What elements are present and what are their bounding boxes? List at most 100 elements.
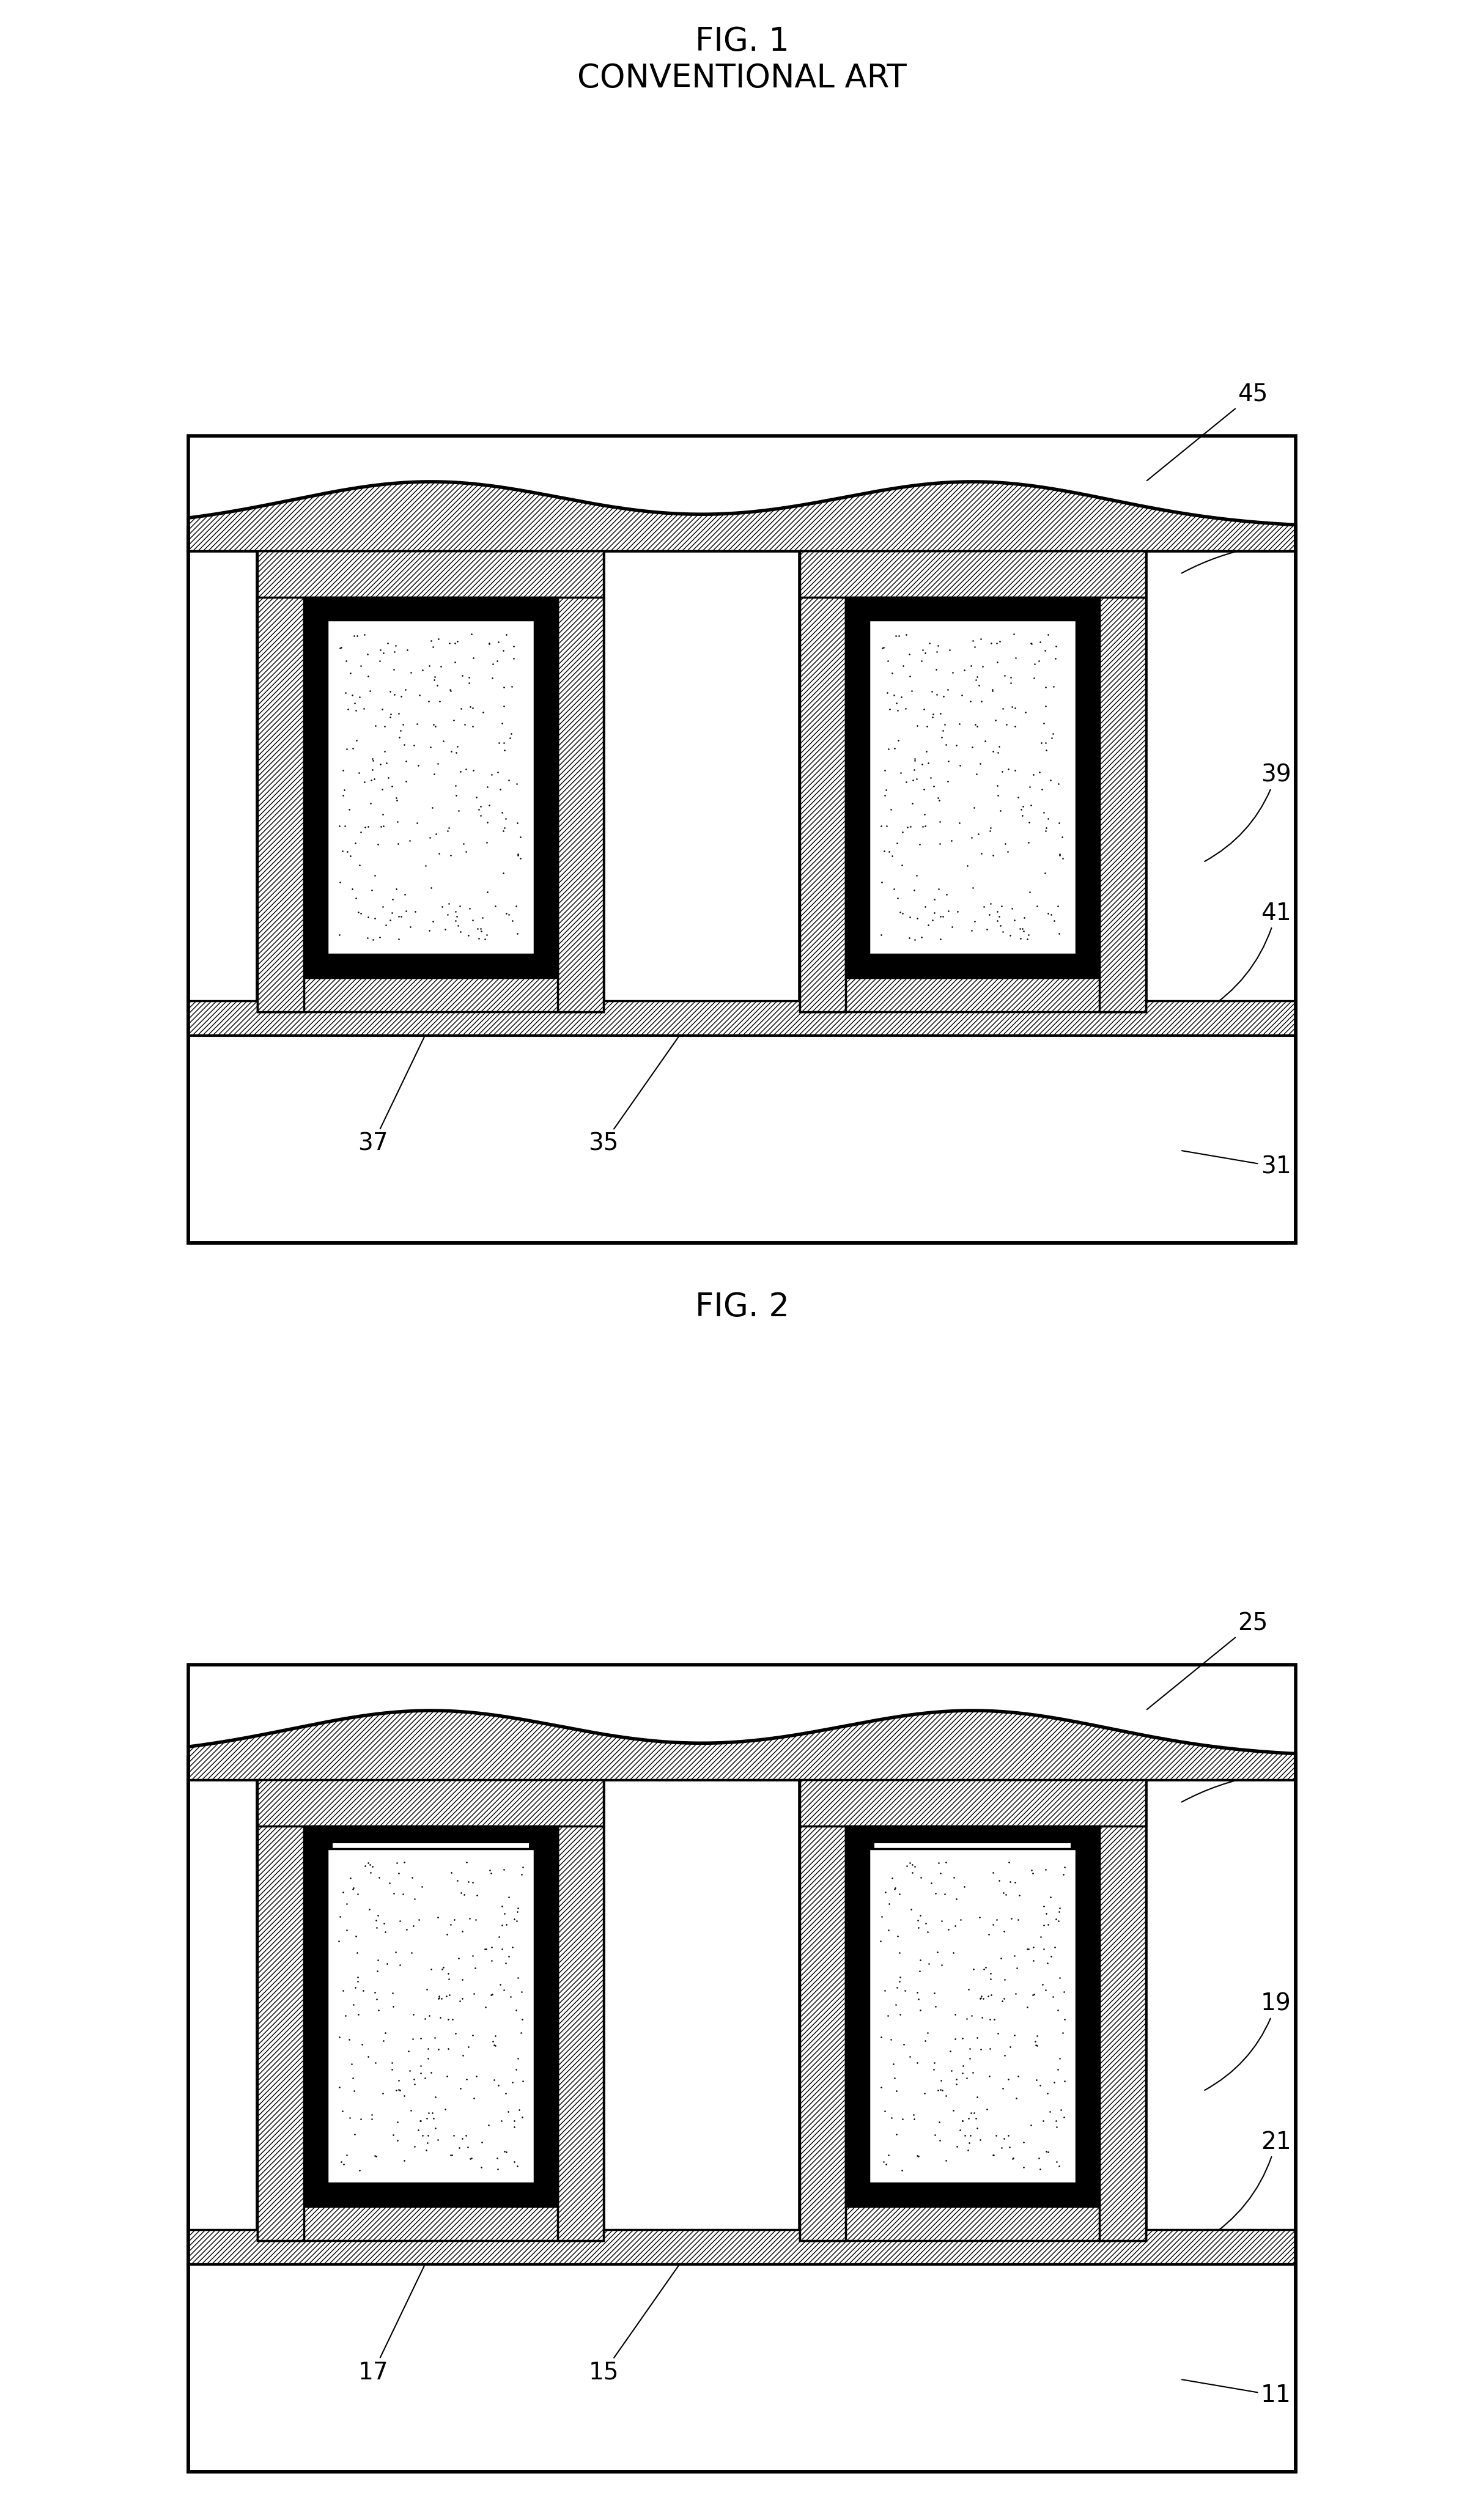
Point [991,1978,1015,2019]
Point [981,731,1005,771]
Point [898,897,922,937]
Point [387,718,411,759]
Point [435,2056,459,2097]
Bar [846,1827,1100,2208]
Point [509,839,533,879]
Point [993,2119,1017,2160]
Point [399,2089,423,2129]
Point [436,895,460,935]
Point [873,1971,896,2011]
Point [974,721,997,761]
Point [371,887,395,927]
Point [462,1973,485,2013]
Point [408,2019,432,2059]
Point [1034,1971,1058,2011]
Point [905,706,929,746]
Point [935,874,959,915]
Point [1017,822,1040,862]
Point [456,915,479,955]
Point [890,892,914,932]
Point [1040,718,1064,759]
Point [1052,1971,1076,2011]
Point [1018,801,1042,842]
Point [493,1893,516,1933]
Point [907,1908,930,1948]
Point [479,1976,503,2016]
Point [444,622,467,663]
Point [941,1933,965,1973]
Point [908,1991,932,2031]
Point [368,917,392,958]
Point [982,1998,1006,2039]
Point [450,1872,473,1913]
Point [386,2119,410,2160]
Point [331,1872,355,1913]
Point [427,1976,451,2016]
Point [1011,796,1034,837]
Point [435,1915,459,1956]
Point [884,2071,908,2112]
Point [470,897,494,937]
Point [368,1857,392,1898]
Point [901,761,925,801]
Point [487,622,510,663]
Point [420,2092,444,2132]
Point [887,1933,911,1973]
Text: 11: 11 [1181,2379,1291,2407]
Point [1028,2066,1052,2107]
Point [389,675,413,716]
Point [346,1958,370,1998]
Point [887,1958,911,1998]
Point [1003,751,1027,791]
Point [335,688,359,728]
Point [436,1998,460,2039]
Point [378,693,402,733]
Point [877,2134,901,2175]
Point [343,2114,367,2155]
Point [883,1867,907,1908]
Point [926,779,950,819]
Point [914,1903,938,1943]
Point [1024,2059,1048,2099]
Bar [846,597,1100,978]
Point [430,1948,454,1988]
Point [506,2039,530,2079]
Point [1048,804,1071,844]
Point [925,633,948,673]
Point [976,1915,1000,1956]
Point [334,673,358,713]
Point [944,2059,968,2099]
Point [510,1971,534,2011]
Point [876,1996,899,2036]
Point [448,912,472,953]
Point [887,615,911,655]
Point [506,834,530,874]
Point [347,844,371,885]
Point [930,711,954,751]
Point [957,2039,981,2079]
Point [997,1842,1021,1882]
Point [439,1852,463,1893]
Point [332,769,356,809]
Point [1011,786,1034,827]
Point [1045,2142,1068,2182]
Point [337,2019,361,2059]
Point [457,663,481,703]
Point [965,2019,988,2059]
Point [993,1910,1017,1950]
Point [362,759,386,799]
Point [971,1998,994,2039]
Point [476,872,500,912]
Point [965,706,988,746]
Point [395,1910,418,1950]
Point [960,1996,984,2036]
Point [378,696,402,736]
Point [926,2069,950,2109]
Point [343,1968,367,2008]
Bar [188,552,1296,1013]
Title: FIG. 1
CONVENTIONAL ART: FIG. 1 CONVENTIONAL ART [577,25,907,93]
Point [883,1870,907,1910]
Point [352,688,375,728]
Point [346,1961,370,2001]
Point [1036,1905,1060,1945]
